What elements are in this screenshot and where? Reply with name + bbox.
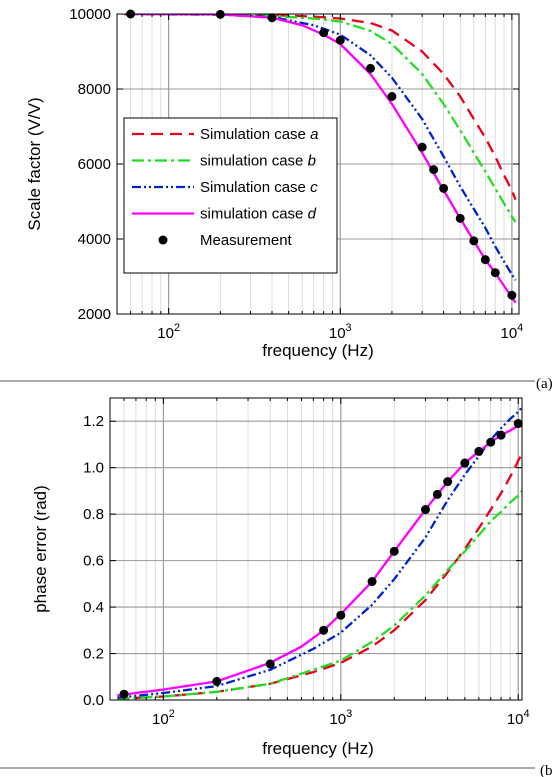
measurement-point xyxy=(319,28,329,38)
measurement-point xyxy=(496,430,506,440)
measurement-point xyxy=(443,477,453,487)
measurement-point xyxy=(365,63,375,73)
chart-a-markers xyxy=(126,9,517,300)
legend-label-4: Measurement xyxy=(200,232,293,249)
legend-label-0: Simulation case a xyxy=(200,126,318,143)
panel-label-a: (a) xyxy=(536,376,553,392)
y-tick-label: 0.4 xyxy=(83,599,104,616)
measurement-point xyxy=(460,458,470,468)
series-line-2 xyxy=(117,406,522,699)
chart-a-x-axis-label: frequency (Hz) xyxy=(262,341,373,360)
x-tick-label: 104 xyxy=(500,322,523,342)
measurement-point xyxy=(212,676,222,686)
chart-a-y-axis-label: Scale factor (V/V) xyxy=(25,97,44,230)
chart-a-series xyxy=(124,14,517,304)
y-tick-label: 10000 xyxy=(69,6,111,23)
series-line-2 xyxy=(124,14,517,281)
x-tick-label: 103 xyxy=(329,708,352,728)
measurement-point xyxy=(420,505,430,515)
measurement-point xyxy=(432,489,442,499)
chart-b-x-axis-label: frequency (Hz) xyxy=(262,739,373,758)
x-tick-label: 103 xyxy=(329,322,352,342)
series-line-0 xyxy=(117,453,522,700)
legend-box xyxy=(123,117,338,274)
x-tick-label: 104 xyxy=(507,708,530,728)
y-tick-label: 0.6 xyxy=(83,553,104,570)
x-tick-label: 102 xyxy=(152,708,175,728)
series-line-3 xyxy=(124,14,517,304)
measurement-point xyxy=(335,35,345,45)
measurement-point xyxy=(480,255,490,265)
measurement-point xyxy=(474,446,484,456)
chart-b-y-axis-label: phase error (rad) xyxy=(31,485,50,613)
measurement-point xyxy=(429,165,439,175)
chart-b-x-tick-labels: 102 103 104 xyxy=(152,708,530,728)
legend-label-2: Simulation case c xyxy=(200,179,318,196)
chart-b-markers xyxy=(119,419,523,699)
legend-label-1: simulation case b xyxy=(200,153,316,170)
y-tick-label: 0.0 xyxy=(83,692,104,709)
chart-b-series xyxy=(117,406,522,700)
y-tick-label: 0.2 xyxy=(83,646,104,663)
series-line-1 xyxy=(124,14,517,223)
chart-a: 2000 4000 6000 8000 10000 102 103 104 frequenc… xyxy=(0,6,553,392)
x-tick-label: 102 xyxy=(157,322,180,342)
measurement-point xyxy=(265,659,275,669)
measurement-point xyxy=(490,268,500,278)
y-tick-label: 6000 xyxy=(78,156,111,173)
measurement-point xyxy=(507,290,517,300)
chart-b-y-tick-labels: 0.0 0.2 0.4 0.6 0.8 1.0 1.2 xyxy=(83,413,104,709)
chart-b-grid xyxy=(109,398,522,701)
y-tick-label: 8000 xyxy=(78,81,111,98)
chart-b-frame xyxy=(109,397,523,701)
legend-label-3: simulation case d xyxy=(200,206,317,223)
measurement-point xyxy=(119,689,129,699)
measurement-point xyxy=(336,610,346,620)
legend-marker-measurement xyxy=(158,235,168,245)
chart-b: 0.0 0.2 0.4 0.6 0.8 1.0 1.2 102 103 104 frequenc… xyxy=(0,397,553,777)
series-line-1 xyxy=(117,490,522,700)
measurement-point xyxy=(319,625,329,635)
y-tick-label: 1.0 xyxy=(83,460,104,477)
y-tick-label: 0.8 xyxy=(83,506,104,523)
panel-label-b: (b xyxy=(540,763,553,777)
measurement-point xyxy=(417,142,427,152)
y-tick-label: 2000 xyxy=(78,306,111,323)
measurement-point xyxy=(267,13,277,23)
measurement-point xyxy=(439,183,449,193)
chart-a-legend: Simulation case a simulation case b Simula… xyxy=(123,117,338,274)
measurement-point xyxy=(513,419,523,429)
chart-a-y-tick-labels: 2000 4000 6000 8000 10000 xyxy=(69,6,111,323)
measurement-point xyxy=(387,92,397,101)
chart-b-ticks xyxy=(109,398,522,701)
chart-a-ticks xyxy=(116,13,519,315)
measurement-point xyxy=(469,236,479,246)
chart-a-x-tick-labels: 102 103 104 xyxy=(157,322,523,342)
y-tick-label: 4000 xyxy=(78,231,111,248)
measurement-point xyxy=(389,546,399,556)
measurement-point xyxy=(455,213,465,223)
series-line-0 xyxy=(124,14,517,201)
measurement-point xyxy=(486,437,496,447)
measurement-point xyxy=(367,577,377,587)
y-tick-label: 1.2 xyxy=(83,413,104,430)
